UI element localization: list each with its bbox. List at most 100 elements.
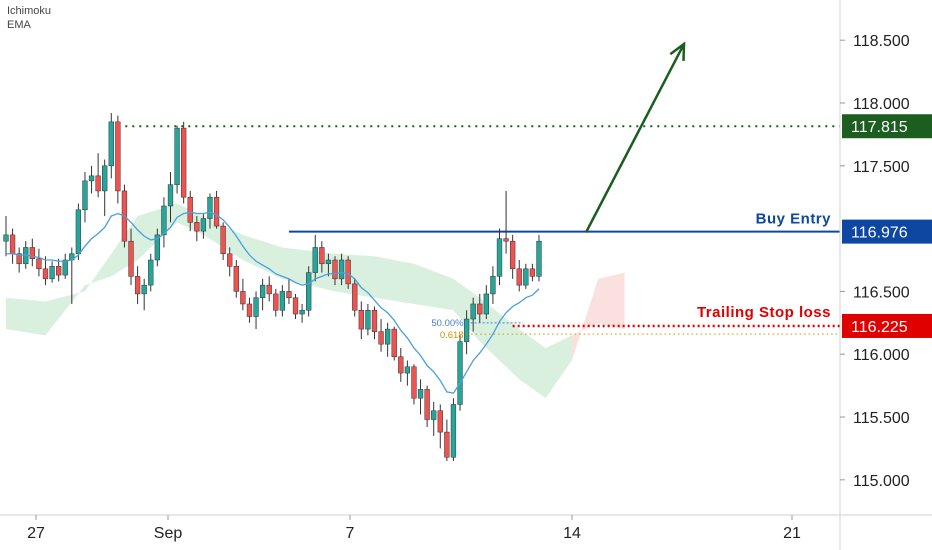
candle-up <box>253 297 259 317</box>
candle-down <box>128 240 134 277</box>
candle-up <box>75 209 82 254</box>
candle-down <box>345 259 351 285</box>
candle-down <box>319 247 325 265</box>
candle-down <box>42 268 49 280</box>
candle-down <box>477 303 483 315</box>
time-axis[interactable]: 27 Sep 7 14 21 <box>27 515 801 542</box>
candle-up <box>161 205 167 236</box>
candle-down <box>503 238 509 242</box>
candle-up <box>148 259 154 286</box>
candle-up <box>325 259 332 265</box>
cloud-segment <box>335 253 375 298</box>
cloud-segment <box>242 234 283 279</box>
cloud-segment <box>598 272 625 330</box>
price-tags: 117.815 116.976 116.225 <box>842 114 932 338</box>
candle-down <box>233 266 239 292</box>
candle-down <box>266 284 272 295</box>
cloud-segment <box>479 297 520 380</box>
candle-down <box>194 222 200 232</box>
y-tick-label: 118.500 <box>853 33 910 50</box>
candle-down <box>246 303 253 317</box>
fib-50-label: 50.00% <box>431 318 464 329</box>
ichimoku-cloud <box>6 203 625 399</box>
level-lines <box>111 125 840 328</box>
x-tick-label: 7 <box>346 525 355 542</box>
candle-up <box>338 259 345 280</box>
candle-up <box>299 310 305 315</box>
fib-618-label: 0.618 <box>440 330 464 341</box>
candle-down <box>391 328 397 357</box>
cloud-segment <box>84 253 112 292</box>
buy-entry-annotation: Buy Entry <box>756 211 832 228</box>
cloud-segment <box>413 263 454 311</box>
candle-down <box>352 283 358 311</box>
candle-down <box>398 356 404 374</box>
candle-down <box>444 431 450 458</box>
price-axis[interactable]: 118.500 118.000 117.500 116.500 116.000 115.5… <box>840 33 910 490</box>
x-tick-label: 21 <box>783 525 801 542</box>
cloud-segment <box>571 278 599 361</box>
y-tick-label: 117.500 <box>853 159 910 176</box>
candle-down <box>36 258 42 270</box>
candle-down <box>95 175 101 192</box>
candle-down <box>16 253 22 265</box>
candle-up <box>259 284 266 298</box>
x-tick-label: 14 <box>563 525 581 542</box>
candle-down <box>220 225 226 254</box>
price-tag-label-entry: 116.976 <box>851 225 908 242</box>
candle-down <box>378 331 384 345</box>
candle-up <box>463 318 470 342</box>
x-tick-label: Sep <box>154 525 183 542</box>
candle-down <box>510 240 516 270</box>
candle-down <box>292 297 299 315</box>
cloud-segment <box>374 256 414 304</box>
candle-up <box>496 238 503 277</box>
candle-up <box>141 284 147 295</box>
candle-down <box>240 291 246 305</box>
candle-down <box>181 127 187 198</box>
y-tick-label: 118.000 <box>853 96 910 113</box>
arrow-shaft <box>584 43 686 233</box>
y-tick-label: 116.000 <box>853 347 910 364</box>
candle-down <box>529 268 536 277</box>
candlesticks <box>3 113 542 461</box>
candle-down <box>286 291 292 298</box>
x-tick-label: 27 <box>27 525 45 542</box>
cloud-segment <box>545 335 572 399</box>
candle-up <box>102 165 108 192</box>
candle-down <box>273 293 279 311</box>
candle-up <box>108 121 114 167</box>
candle-up <box>365 310 371 330</box>
candle-down <box>213 196 220 227</box>
cloud-segment <box>45 285 85 336</box>
candle-up <box>174 127 180 185</box>
candle-up <box>312 247 318 273</box>
indicator-label-ichimoku: Ichimoku <box>7 5 52 17</box>
candle-down <box>55 266 62 276</box>
candle-down <box>371 310 378 332</box>
candle-up <box>3 234 9 242</box>
price-tag-label-resistance: 117.815 <box>851 119 908 136</box>
candle-down <box>516 268 522 286</box>
y-tick-label: 115.500 <box>853 410 910 427</box>
candle-up <box>62 259 68 276</box>
candle-up <box>306 272 312 311</box>
candle-up <box>207 196 213 219</box>
candle-up <box>523 268 529 286</box>
candle-up <box>490 276 496 295</box>
price-tag-resistance <box>842 114 932 139</box>
ema-line <box>6 211 540 394</box>
arrow-head <box>669 41 686 61</box>
candle-up <box>536 240 542 277</box>
candle-down <box>411 366 417 399</box>
candle-up <box>404 366 411 374</box>
indicator-label-ema: EMA <box>7 19 31 31</box>
candle-down <box>424 389 430 420</box>
candle-down <box>187 196 193 223</box>
candle-up <box>49 266 55 280</box>
candle-down <box>9 234 16 254</box>
candle-up <box>483 293 489 315</box>
candle-up <box>431 410 437 420</box>
candle-up <box>154 234 160 261</box>
